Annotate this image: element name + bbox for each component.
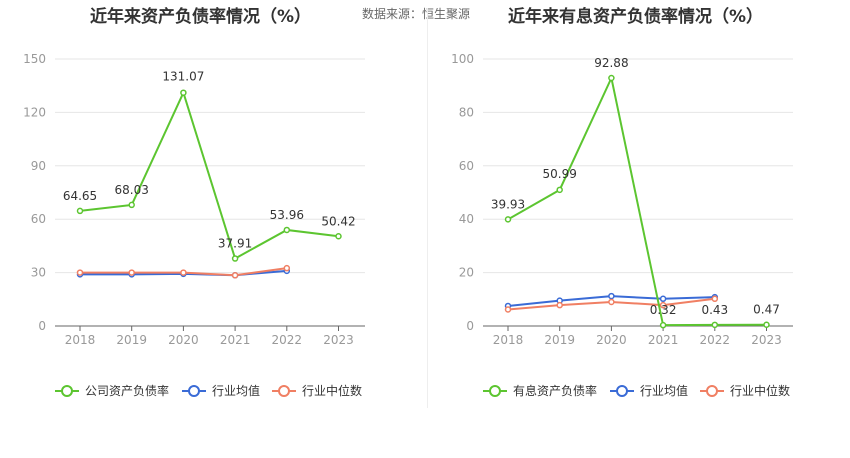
data-label: 68.03 bbox=[115, 183, 149, 197]
panel-divider bbox=[427, 8, 428, 408]
chart-1-plot: 0 30 60 90 120 150 2018 2019 2020 2021 2022 2023 64.… bbox=[23, 52, 365, 398]
y-tick-label: 20 bbox=[459, 266, 474, 280]
x-tick-label: 2020 bbox=[168, 333, 199, 347]
x-tick-label: 2019 bbox=[544, 333, 575, 347]
company-point bbox=[283, 226, 291, 234]
y-tick-label: 60 bbox=[459, 159, 474, 173]
y-tick-label: 30 bbox=[31, 266, 46, 280]
data-label: 92.88 bbox=[594, 56, 628, 70]
x-tick-label: 2022 bbox=[272, 333, 303, 347]
legend-marker-median bbox=[706, 385, 718, 397]
median-point bbox=[659, 301, 667, 309]
company-series-line bbox=[79, 89, 339, 260]
legend-label-median: 行业中位数 bbox=[302, 383, 362, 398]
company-point bbox=[231, 255, 239, 262]
median-point bbox=[283, 264, 291, 272]
data-label: 131.07 bbox=[162, 70, 204, 84]
data-label: 0.43 bbox=[701, 303, 728, 317]
median-point bbox=[231, 272, 239, 279]
legend-marker-median bbox=[278, 385, 290, 397]
y-tick-label: 0 bbox=[466, 319, 474, 333]
legend-marker-avg bbox=[616, 385, 628, 397]
x-tick-label: 2022 bbox=[700, 333, 731, 347]
median-point bbox=[76, 269, 84, 276]
data-label: 0.32 bbox=[650, 303, 677, 317]
median-point bbox=[556, 301, 563, 309]
company-point bbox=[711, 321, 719, 329]
y-tick-label: 40 bbox=[459, 212, 474, 226]
avg-point bbox=[608, 292, 615, 300]
company-point bbox=[659, 321, 667, 329]
data-label: 37.91 bbox=[218, 237, 252, 251]
company-point bbox=[180, 89, 187, 96]
y-tick-label: 60 bbox=[31, 212, 46, 226]
company-point bbox=[335, 233, 342, 240]
company-point bbox=[76, 207, 84, 215]
data-label: 50.99 bbox=[543, 167, 577, 181]
company-point bbox=[128, 201, 135, 209]
data-label: 64.65 bbox=[63, 189, 97, 203]
legend-marker-company bbox=[489, 385, 501, 397]
company-point bbox=[504, 216, 512, 223]
company-point bbox=[608, 74, 615, 82]
x-tick-label: 2019 bbox=[116, 333, 147, 347]
company-point bbox=[763, 321, 770, 328]
chart-2-plot: 0 20 40 60 80 100 2018 2019 2020 2021 2022 2023 39.9… bbox=[451, 52, 793, 398]
y-tick-label: 100 bbox=[451, 52, 474, 66]
x-tick-label: 2020 bbox=[596, 333, 627, 347]
legend-label-avg: 行业均值 bbox=[640, 383, 688, 398]
legend-marker-company bbox=[61, 385, 73, 397]
chart-2-title: 近年来有息资产负债率情况（%） bbox=[508, 7, 764, 27]
median-point bbox=[608, 298, 615, 306]
data-label: 53.96 bbox=[270, 208, 304, 222]
x-tick-label: 2021 bbox=[220, 333, 251, 347]
median-point bbox=[180, 269, 187, 276]
x-tick-label: 2018 bbox=[65, 333, 96, 347]
legend-marker-avg bbox=[188, 385, 200, 397]
chart-1-title: 近年来资产负债率情况（%） bbox=[90, 7, 312, 27]
y-tick-label: 80 bbox=[459, 105, 474, 119]
median-point bbox=[504, 306, 512, 313]
company-point bbox=[556, 186, 563, 194]
x-tick-label: 2018 bbox=[493, 333, 524, 347]
legend-label-company: 公司资产负债率 bbox=[85, 383, 169, 398]
y-tick-label: 90 bbox=[31, 159, 46, 173]
avg-point bbox=[659, 295, 667, 303]
median-point bbox=[711, 295, 719, 303]
data-source-label: 数据来源：恒生聚源 bbox=[362, 7, 471, 21]
x-tick-label: 2023 bbox=[323, 333, 354, 347]
data-label: 50.42 bbox=[321, 214, 355, 228]
data-label: 0.47 bbox=[753, 303, 780, 317]
y-tick-label: 150 bbox=[23, 52, 46, 66]
legend-label-company: 有息资产负债率 bbox=[513, 383, 597, 398]
x-tick-label: 2021 bbox=[648, 333, 679, 347]
y-tick-label: 120 bbox=[23, 105, 46, 119]
x-tick-label: 2023 bbox=[751, 333, 782, 347]
data-label: 39.93 bbox=[491, 197, 525, 211]
legend-label-avg: 行业均值 bbox=[212, 383, 260, 398]
company-series-line bbox=[507, 74, 767, 327]
median-point bbox=[128, 269, 135, 276]
legend-label-median: 行业中位数 bbox=[730, 383, 790, 398]
y-tick-label: 0 bbox=[38, 319, 46, 333]
